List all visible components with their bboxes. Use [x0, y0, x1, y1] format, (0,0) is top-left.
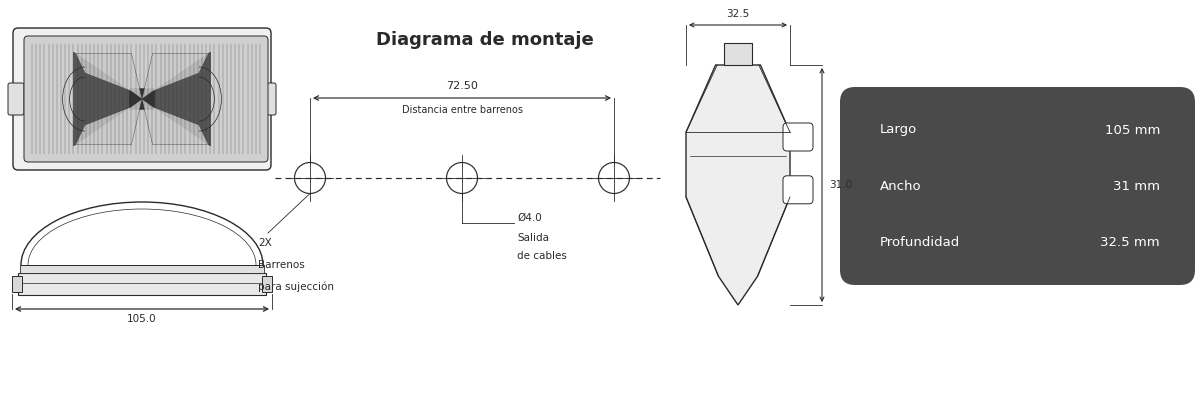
Text: 31 mm: 31 mm — [1114, 180, 1160, 192]
Circle shape — [294, 162, 325, 194]
Text: Salida: Salida — [517, 233, 550, 243]
Text: 31.0: 31.0 — [829, 180, 852, 190]
FancyBboxPatch shape — [784, 123, 814, 151]
Polygon shape — [154, 52, 210, 146]
Polygon shape — [686, 65, 790, 305]
Text: 105.0: 105.0 — [127, 314, 157, 324]
Text: para sujección: para sujección — [258, 282, 334, 292]
Polygon shape — [142, 99, 209, 145]
FancyBboxPatch shape — [24, 36, 268, 162]
Circle shape — [446, 162, 478, 194]
Bar — [18, 273, 266, 295]
Text: Distancia entre barrenos: Distancia entre barrenos — [402, 105, 522, 115]
FancyBboxPatch shape — [130, 89, 155, 109]
Polygon shape — [142, 53, 209, 99]
FancyBboxPatch shape — [784, 176, 814, 204]
Text: Ancho: Ancho — [880, 180, 922, 192]
Text: Barrenos: Barrenos — [258, 260, 305, 270]
Text: de cables: de cables — [517, 251, 566, 261]
Circle shape — [599, 162, 630, 194]
FancyBboxPatch shape — [260, 83, 276, 115]
Text: Profundidad: Profundidad — [880, 236, 960, 248]
Bar — [262, 276, 272, 292]
Polygon shape — [76, 53, 142, 99]
FancyBboxPatch shape — [840, 87, 1195, 285]
Bar — [20, 265, 264, 273]
Text: 2X: 2X — [258, 238, 271, 248]
Text: 72.50: 72.50 — [446, 81, 478, 91]
Bar — [12, 276, 22, 292]
Polygon shape — [73, 52, 131, 146]
Bar — [724, 43, 752, 65]
Text: 105 mm: 105 mm — [1105, 124, 1160, 136]
Text: 32.5 mm: 32.5 mm — [1100, 236, 1160, 248]
Text: Largo: Largo — [880, 124, 917, 136]
Text: Ø4.0: Ø4.0 — [517, 213, 541, 223]
FancyBboxPatch shape — [8, 83, 24, 115]
Polygon shape — [76, 99, 142, 145]
FancyBboxPatch shape — [13, 28, 271, 170]
Text: Diagrama de montaje: Diagrama de montaje — [376, 31, 594, 49]
Text: 32.5: 32.5 — [726, 9, 750, 19]
